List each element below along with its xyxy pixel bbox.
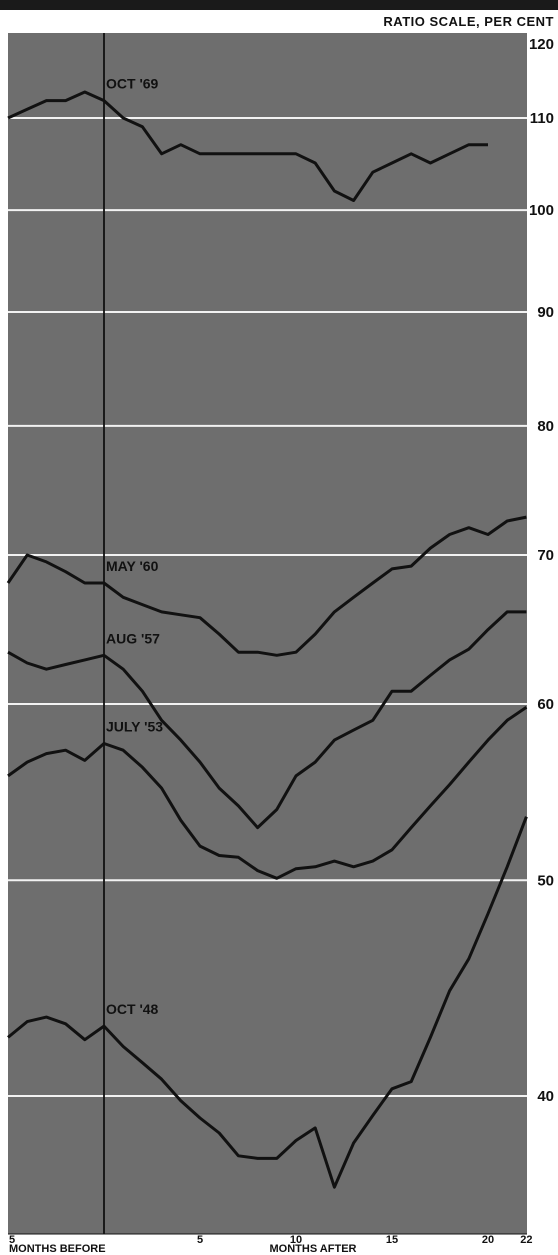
- series-line-may-60: [6, 515, 527, 657]
- series-line-aug-57: [7, 610, 527, 830]
- y-tick-label-40: 40: [537, 1088, 554, 1105]
- y-tick-label-90: 90: [537, 304, 554, 321]
- y-tick-label-110: 110: [530, 110, 554, 127]
- plot-area: [8, 33, 527, 1234]
- y-axis: 120 110 100 90 80 70 60 50 40: [529, 36, 554, 1105]
- series-label-oct-48: OCT '48: [106, 1001, 159, 1017]
- series-label-july-53: JULY '53: [106, 718, 163, 734]
- series-lines: [6, 90, 528, 1189]
- x-axis: 5 5 10 15 20 22 MONTHS BEFORE MONTHS AFTER: [8, 1233, 533, 1255]
- chart-title: RATIO SCALE, PER CENT: [383, 14, 554, 29]
- top-rule: [0, 0, 558, 10]
- series-label-aug-57: AUG '57: [106, 630, 160, 646]
- y-tick-label-50: 50: [537, 872, 554, 889]
- series-labels: OCT '69 MAY '60 AUG '57 JULY '53 OCT '48: [106, 76, 163, 1018]
- y-tick-label-100: 100: [529, 202, 554, 219]
- gridlines: [8, 117, 527, 1097]
- x-axis-label-months-before: MONTHS BEFORE: [9, 1243, 106, 1255]
- series-line-july-53: [7, 705, 528, 880]
- x-tick-label-10-10: 10: [290, 1234, 302, 1246]
- series-label-oct-69: OCT '69: [106, 76, 159, 92]
- series-label-may-60: MAY '60: [106, 558, 159, 574]
- x-tick-label-22-22: 22: [520, 1234, 532, 1246]
- y-tick-label-120: 120: [529, 36, 554, 53]
- x-tick-label-20-20: 20: [482, 1234, 494, 1246]
- x-tick-label-5-5: 5: [197, 1234, 203, 1246]
- x-tick-label-15-15: 15: [386, 1234, 398, 1246]
- x-axis-label-months-after: MONTHS AFTER: [270, 1243, 357, 1255]
- y-tick-label-80: 80: [537, 418, 554, 435]
- series-line-oct-69: [7, 90, 488, 202]
- x-tick-label-5--5: 5: [9, 1234, 15, 1246]
- y-tick-label-70: 70: [537, 547, 554, 564]
- y-tick-label-60: 60: [537, 696, 554, 713]
- series-line-oct-48: [7, 816, 528, 1189]
